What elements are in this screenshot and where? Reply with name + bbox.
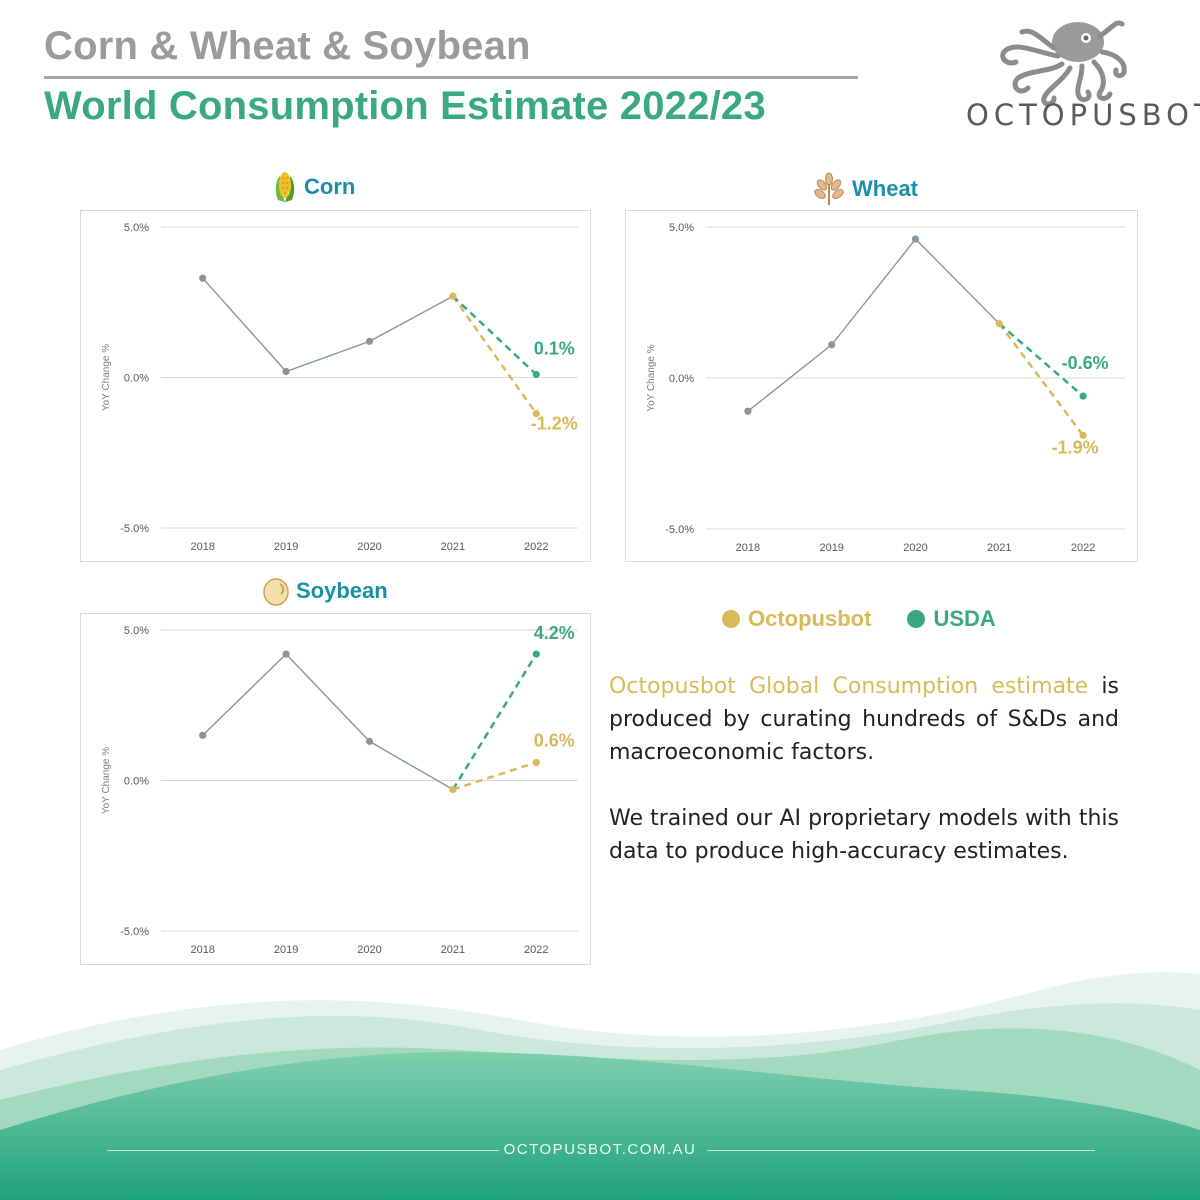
x-tick-label: 2020 xyxy=(357,541,381,553)
x-tick-label: 2021 xyxy=(987,542,1011,554)
wheat-chart: 5.0% 0.0% -5.0% YoY Change % 2018 2019 2020 202… xyxy=(625,210,1138,562)
data-point xyxy=(449,292,457,300)
chart-svg: 5.0% 0.0% -5.0% YoY Change % 2018 2019 2020 202… xyxy=(101,623,578,956)
octopusbot-data-label: 0.6% xyxy=(534,730,575,750)
x-tick-label: 2018 xyxy=(190,944,214,956)
wheat-icon xyxy=(814,172,844,205)
x-tick-label: 2021 xyxy=(441,541,465,553)
wheat-title-text: Wheat xyxy=(852,176,918,201)
data-point xyxy=(1079,392,1087,400)
corn-chart: 5.0% 0.0% -5.0% YoY Change % 2018 2019 2020 202… xyxy=(80,210,591,562)
octopusbot-line xyxy=(998,322,1085,437)
data-point xyxy=(282,650,290,658)
data-point xyxy=(449,785,457,794)
y-tick-label: 5.0% xyxy=(669,222,694,234)
chart-svg: 5.0% 0.0% -5.0% YoY Change % 2018 2019 2020 202… xyxy=(101,222,578,553)
soybean-icon xyxy=(263,578,289,606)
usda-line xyxy=(998,322,1084,398)
usda-line xyxy=(452,295,538,376)
octopusbot-dot-icon xyxy=(722,610,740,628)
y-axis-label: YoY Change % xyxy=(101,344,112,411)
x-tick-label: 2020 xyxy=(357,944,381,956)
legend-usda: USDA xyxy=(907,606,996,632)
data-point xyxy=(532,410,540,418)
y-tick-label: -5.0% xyxy=(120,926,149,938)
data-point xyxy=(995,320,1003,328)
y-axis-label: YoY Change % xyxy=(101,747,112,814)
corn-title-text: Corn xyxy=(304,174,356,199)
usda-line xyxy=(451,653,538,791)
data-point xyxy=(199,731,207,739)
soybean-chart-title: Soybean xyxy=(262,574,388,608)
data-point xyxy=(282,367,290,376)
x-tick-label: 2022 xyxy=(1071,542,1095,554)
usda-data-label: 0.1% xyxy=(534,338,575,358)
y-axis-label: YoY Change % xyxy=(646,344,657,411)
x-tick-label: 2022 xyxy=(524,541,548,553)
legend-usda-label: USDA xyxy=(933,606,996,631)
x-tick-label: 2020 xyxy=(903,542,927,554)
footer-rule-left xyxy=(107,1150,499,1151)
corn-icon xyxy=(275,172,295,202)
usda-data-label: 4.2% xyxy=(534,623,575,643)
page-subtitle: World Consumption Estimate 2022/23 xyxy=(44,84,766,128)
footer-waves xyxy=(0,972,1200,1200)
x-tick-label: 2019 xyxy=(274,944,298,956)
description-highlight: Octopusbot Global Consumption estimate xyxy=(609,674,1089,699)
history-line xyxy=(747,238,1000,412)
x-tick-label: 2019 xyxy=(819,542,843,554)
x-tick-label: 2018 xyxy=(190,541,214,553)
data-point xyxy=(365,337,374,345)
data-point xyxy=(828,341,836,349)
octopusbot-line xyxy=(452,761,537,791)
legend-octopusbot: Octopusbot xyxy=(722,606,871,632)
description-text-1: is produced by curating hundreds of S&Ds… xyxy=(609,674,1119,765)
x-tick-label: 2022 xyxy=(524,944,548,956)
legend: Octopusbot USDA xyxy=(722,606,996,632)
website-link[interactable]: OCTOPUSBOT.COM.AU xyxy=(503,1141,697,1158)
brand-wordmark: OCTOPUSBOT xyxy=(966,98,1200,132)
description-paragraph-2: We trained our AI proprietary models wit… xyxy=(609,806,1119,864)
y-tick-label: -5.0% xyxy=(120,523,149,535)
data-point xyxy=(1079,431,1087,439)
chart-svg: 5.0% 0.0% -5.0% YoY Change % 2018 2019 2020 202… xyxy=(646,222,1125,554)
y-tick-label: -5.0% xyxy=(665,524,694,536)
octopusbot-data-label: -1.9% xyxy=(1052,437,1099,457)
footer-rule-right xyxy=(707,1150,1095,1151)
page-title: Corn & Wheat & Soybean xyxy=(44,24,531,68)
data-point xyxy=(532,650,540,658)
corn-chart-title: Corn xyxy=(272,170,355,204)
title-divider xyxy=(44,76,858,79)
usda-data-label: -0.6% xyxy=(1062,353,1109,373)
x-tick-label: 2018 xyxy=(736,542,760,554)
data-point xyxy=(911,235,920,243)
octopusbot-line xyxy=(451,295,538,415)
data-point xyxy=(532,758,540,767)
octopusbot-data-label: -1.2% xyxy=(531,414,578,434)
data-point xyxy=(532,370,540,379)
data-point xyxy=(199,274,207,282)
soybean-title-text: Soybean xyxy=(296,578,388,603)
y-tick-label: 5.0% xyxy=(124,625,149,637)
y-tick-label: 0.0% xyxy=(669,373,694,385)
y-tick-label: 5.0% xyxy=(124,222,149,234)
wheat-chart-title: Wheat xyxy=(812,172,918,206)
usda-dot-icon xyxy=(907,610,926,628)
y-tick-label: 0.0% xyxy=(124,373,149,385)
history-line xyxy=(202,277,454,373)
x-tick-label: 2021 xyxy=(441,944,465,956)
x-tick-label: 2019 xyxy=(274,541,298,553)
soybean-chart: 5.0% 0.0% -5.0% YoY Change % 2018 2019 2020 202… xyxy=(80,613,591,965)
data-point xyxy=(365,737,374,745)
description: Octopusbot Global Consumption estimate i… xyxy=(609,670,1119,901)
data-point xyxy=(744,407,752,415)
octopus-icon xyxy=(1000,20,1127,107)
legend-octopusbot-label: Octopusbot xyxy=(748,606,872,631)
history-line xyxy=(202,653,454,791)
y-tick-label: 0.0% xyxy=(124,776,149,788)
description-paragraph-1: Octopusbot Global Consumption estimate i… xyxy=(609,670,1119,769)
